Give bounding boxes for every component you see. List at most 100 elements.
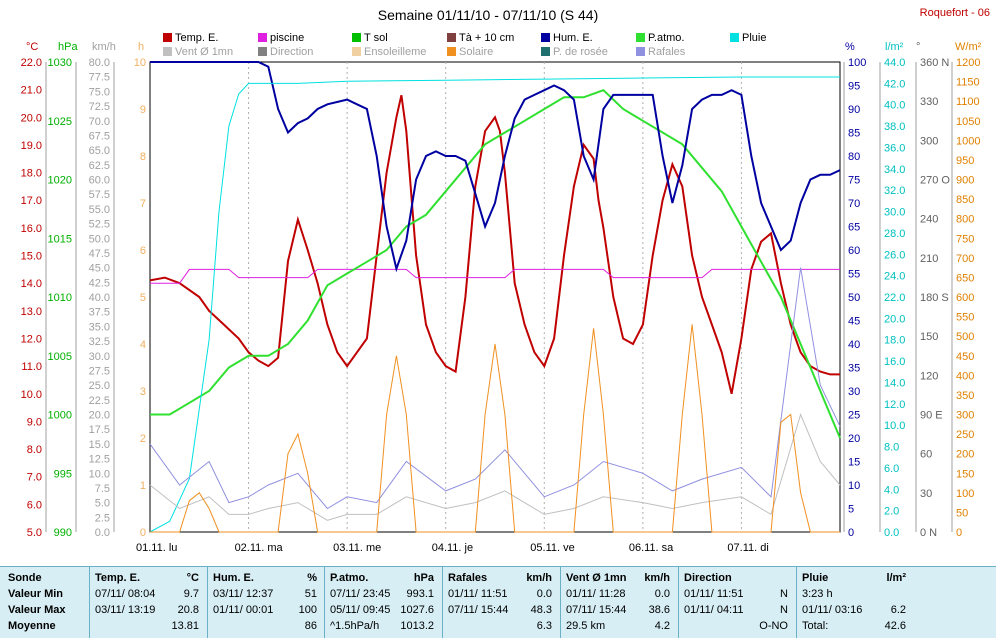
axis-tick-label: 28.0 [884,228,905,240]
summary-cell-value: 1027.6 [400,604,434,616]
summary-cell-value: 1013.2 [400,620,434,632]
axis-tick-label: 1020 [48,175,72,187]
axis-tick-label: 7.0 [27,472,42,484]
station-name: Roquefort - 06 [920,7,990,19]
axis-tick-label: 2 [140,433,146,445]
axis-tick-label: 20.0 [884,313,905,325]
axis-tick-label: 1015 [48,233,72,245]
axis-tick-label: 35.0 [89,321,110,333]
axis-tick-label: 200 [956,449,974,461]
axis-tick-label: 5 [140,292,146,304]
summary-table: Sonde Valeur Min Valeur Max Moyenne Temp. E.… [0,566,996,638]
axis-tick-label: 10.0 [21,389,42,401]
axis-tick-label: 1200 [956,57,980,69]
axis-tick-label: 990 [54,527,72,539]
summary-cell-time: 01/11/ 04:11 [684,604,744,616]
axis-tick-label: 850 [956,194,974,206]
axis-tick-label: 20.0 [89,410,110,422]
axis-tick-label: 60.0 [89,175,110,187]
axis-tick-label: 75.0 [89,86,110,98]
axis-tick-label: 995 [54,468,72,480]
summary-separator [560,567,561,638]
axis-tick-label: 10 [848,480,860,492]
axis-tick-label: 1000 [48,410,72,422]
summary-cell-value: 100 [298,604,317,616]
summary-cell-value: N [780,604,788,616]
axis-tick-label: 1 [140,480,146,492]
axis-tick-label: 40 [848,339,860,351]
axis-tick-label: 5.0 [95,498,110,510]
axis-tick-label: 1100 [956,96,980,108]
axis-tick-label: 800 [956,214,974,226]
axis-tick-label: 50.0 [89,233,110,245]
axis-tick-label: 22.0 [884,292,905,304]
axis-tick-label: 350 [956,390,974,402]
summary-separator [678,567,679,638]
axis-tick-label: 120 [920,370,938,382]
axis-tick-label: 32.0 [884,185,905,197]
axis-tick-label: 500 [956,331,974,343]
summary-cell-time: 01/11/ 00:01 [213,604,274,616]
summary-cell-value: 4.2 [654,620,670,632]
axis-tick-label: 250 [956,429,974,441]
axis-tick-label: 180 S [920,292,949,304]
axis-tick-label: 18.0 [21,168,42,180]
summary-col-title: Hum. E. [213,572,254,584]
series-hum-e- [150,61,841,273]
axis-tick-label: 8 [140,151,146,163]
summary-separator [324,567,325,638]
axis-tick-label: 11.0 [21,361,42,373]
series-rafales [149,267,841,510]
legend-swatch [258,33,267,42]
axis-tick-label: 700 [956,253,974,265]
summary-cell-value: 20.8 [177,604,199,616]
axis-tick-label: 70.0 [89,116,110,128]
axis-tick-label: 150 [956,468,974,480]
summary-cell-time: 07/11/ 15:44 [448,604,509,616]
legend-swatch [352,47,361,56]
series-temp-e- [149,94,840,395]
axis-tick-label: 600 [956,292,974,304]
legend-label: P.atmo. [648,32,685,44]
axis-unit: % [845,41,855,53]
axis-unit: hPa [58,41,78,53]
summary-row-label: Moyenne [8,620,56,632]
axis-tick-label: 2.5 [95,512,110,524]
summary-col-title: Direction [684,572,732,584]
summary-row-label: Valeur Min [8,588,64,600]
axis-tick-label: 300 [956,410,974,422]
axis-unit: km/h [92,41,116,53]
summary-cell-value: O-NO [759,620,788,632]
summary-cell-value: 9.7 [183,588,199,600]
axis-tick-label: 35 [848,363,860,375]
axis-tick-label: 210 [920,253,938,265]
summary-cell-value: 0.0 [536,588,552,600]
axis-tick-label: 42.0 [884,78,905,90]
axis-tick-label: 60 [848,245,860,257]
legend-label: piscine [270,32,304,44]
summary-cell-value: 42.6 [884,620,906,632]
axis-tick-label: 0 [140,527,146,539]
axis-tick-label: 100 [848,57,866,69]
legend-label: Tà + 10 cm [459,32,514,44]
summary-cell-time: 01/11/ 03:16 [802,604,863,616]
axis-tick-label: 270 O [920,175,950,187]
axis-tick-label: 44.0 [884,57,905,69]
legend-swatch [258,47,267,56]
axis-tick-label: 65 [848,222,860,234]
axis-tick-label: 450 [956,351,974,363]
axis-tick-label: 16.0 [884,356,905,368]
axis-tick-label: 9 [140,104,146,116]
axis-tick-label: 22.0 [21,57,42,69]
summary-separator [207,567,208,638]
axis-tick-label: 9.0 [27,416,42,428]
axis-tick-label: 18.0 [884,335,905,347]
series-solaire [150,324,840,533]
axis-tick-label: 22.5 [89,395,110,407]
axes: °C22.021.020.019.018.017.016.015.014.013… [21,41,982,539]
axis-tick-label: 100 [956,488,974,500]
summary-cell-value: 0.0 [654,588,670,600]
axis-tick-label: 13.0 [21,306,42,318]
legend-label: Hum. E. [553,32,593,44]
legend-label: Vent Ø 1mn [175,46,233,58]
